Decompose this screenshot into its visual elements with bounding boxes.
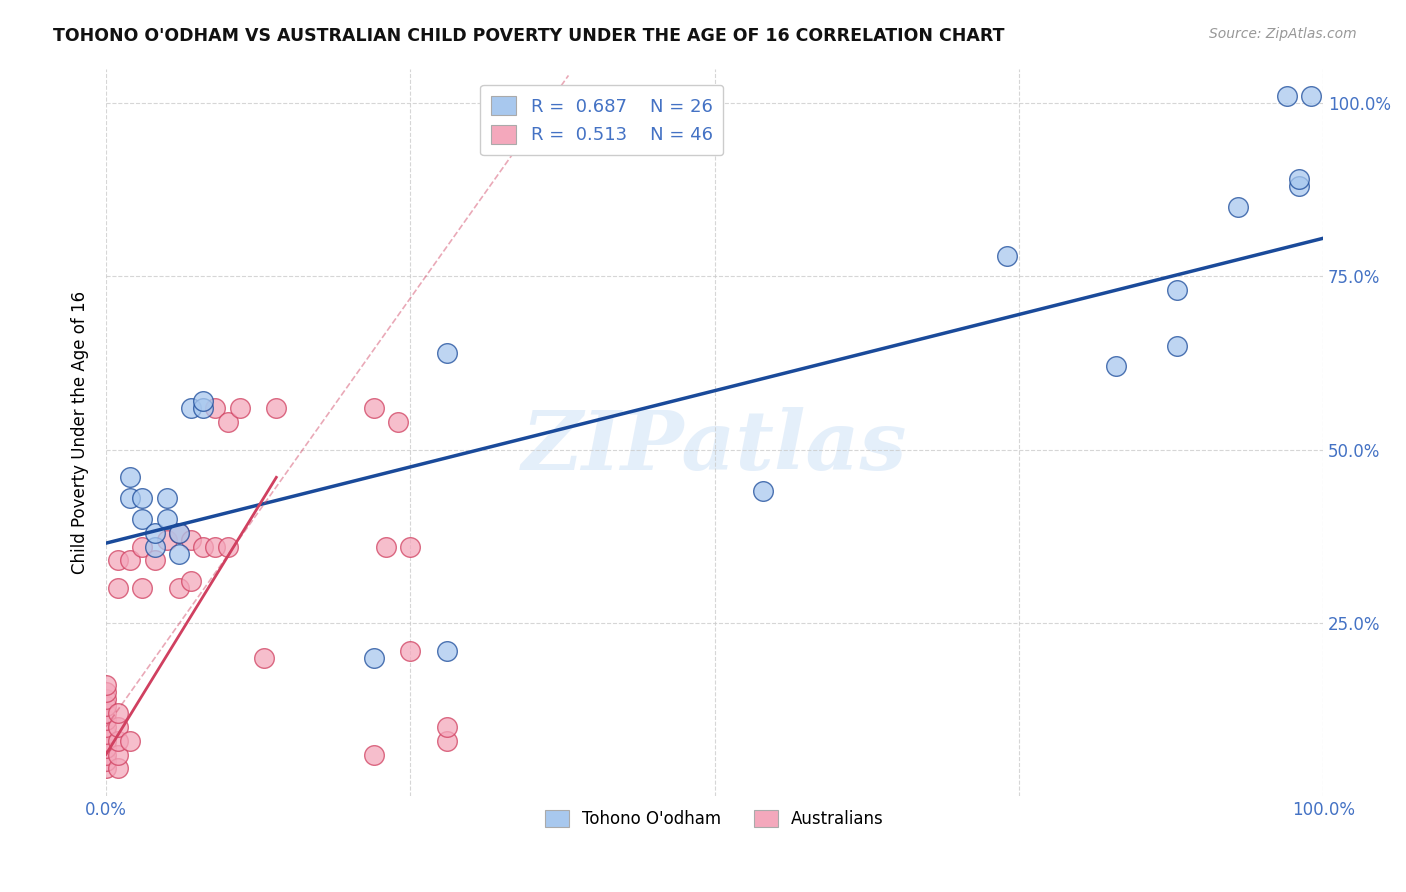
Point — [94, 720, 117, 734]
Point — [131, 581, 153, 595]
Point — [180, 574, 202, 589]
Point — [1288, 172, 1310, 186]
Point — [1299, 89, 1322, 103]
Point — [107, 733, 129, 747]
Point — [143, 540, 166, 554]
Point — [167, 581, 190, 595]
Point — [167, 525, 190, 540]
Text: ZIPatlas: ZIPatlas — [522, 407, 907, 487]
Text: Source: ZipAtlas.com: Source: ZipAtlas.com — [1209, 27, 1357, 41]
Point — [94, 713, 117, 727]
Point — [94, 678, 117, 692]
Point — [387, 415, 409, 429]
Point — [94, 761, 117, 775]
Point — [217, 415, 239, 429]
Point — [131, 540, 153, 554]
Point — [167, 547, 190, 561]
Point — [94, 698, 117, 713]
Legend: Tohono O'odham, Australians: Tohono O'odham, Australians — [538, 804, 890, 835]
Point — [436, 720, 458, 734]
Point — [995, 249, 1018, 263]
Point — [107, 706, 129, 720]
Point — [94, 755, 117, 769]
Point — [94, 685, 117, 699]
Point — [1275, 89, 1298, 103]
Point — [1105, 359, 1128, 374]
Point — [107, 747, 129, 762]
Point — [193, 540, 215, 554]
Point — [120, 491, 142, 505]
Point — [94, 747, 117, 762]
Point — [1166, 339, 1188, 353]
Point — [156, 533, 179, 547]
Point — [399, 540, 422, 554]
Point — [1226, 200, 1249, 214]
Point — [204, 540, 226, 554]
Point — [180, 401, 202, 415]
Point — [94, 706, 117, 720]
Point — [204, 401, 226, 415]
Point — [752, 484, 775, 499]
Point — [436, 345, 458, 359]
Point — [167, 525, 190, 540]
Point — [193, 401, 215, 415]
Point — [94, 733, 117, 747]
Point — [363, 401, 385, 415]
Point — [94, 727, 117, 741]
Point — [131, 491, 153, 505]
Point — [131, 512, 153, 526]
Point — [107, 553, 129, 567]
Point — [107, 581, 129, 595]
Point — [143, 525, 166, 540]
Y-axis label: Child Poverty Under the Age of 16: Child Poverty Under the Age of 16 — [72, 291, 89, 574]
Point — [1288, 179, 1310, 194]
Point — [436, 733, 458, 747]
Point — [363, 650, 385, 665]
Point — [120, 553, 142, 567]
Point — [266, 401, 288, 415]
Point — [156, 512, 179, 526]
Point — [94, 692, 117, 706]
Point — [143, 553, 166, 567]
Point — [253, 650, 276, 665]
Point — [156, 491, 179, 505]
Point — [120, 733, 142, 747]
Point — [107, 720, 129, 734]
Point — [374, 540, 396, 554]
Point — [94, 740, 117, 755]
Point — [180, 533, 202, 547]
Point — [436, 643, 458, 657]
Point — [120, 470, 142, 484]
Point — [229, 401, 252, 415]
Point — [1166, 283, 1188, 297]
Point — [107, 761, 129, 775]
Point — [399, 643, 422, 657]
Text: TOHONO O'ODHAM VS AUSTRALIAN CHILD POVERTY UNDER THE AGE OF 16 CORRELATION CHART: TOHONO O'ODHAM VS AUSTRALIAN CHILD POVER… — [53, 27, 1005, 45]
Point — [193, 394, 215, 409]
Point — [217, 540, 239, 554]
Point — [363, 747, 385, 762]
